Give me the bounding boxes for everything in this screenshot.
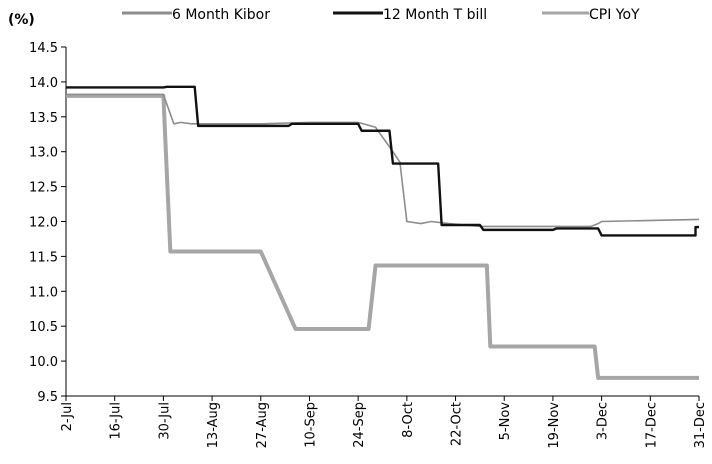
series-line-12-month-t-bill — [66, 85, 699, 237]
y-tick-label: 10.0 — [29, 355, 58, 370]
y-tick-label: 13.5 — [29, 111, 58, 126]
y-tick-label: 11.0 — [29, 285, 58, 300]
legend-label-tbill: 12 Month T bill — [383, 7, 487, 23]
x-tick-label: 3-Dec — [596, 402, 611, 440]
y-tick-label: 10.5 — [29, 320, 58, 335]
x-tick-label: 31-Dec — [693, 402, 708, 448]
y-tick-label: 13.0 — [29, 146, 58, 161]
series-layer — [66, 85, 700, 380]
x-tick-label: 19-Nov — [547, 402, 562, 449]
series-line-6-month-kibor — [66, 93, 700, 228]
y-tick-label: 12.5 — [29, 181, 58, 196]
x-axis: 2-Jul 16-Jul 30-Jul 13-Aug 27-Aug 10-Sep 24-Se… — [60, 395, 708, 449]
series-line-cpi-yoy — [66, 93, 699, 380]
legend-label-kibor: 6 Month Kibor — [172, 7, 270, 23]
x-tick-label: 22-Oct — [450, 402, 465, 446]
x-tick-label: 24-Sep — [352, 402, 367, 448]
y-tick-label: 12.0 — [29, 216, 58, 231]
x-tick-label: 16-Jul — [109, 402, 124, 440]
x-tick-label: 17-Dec — [644, 402, 659, 448]
y-tick-label: 11.5 — [29, 250, 58, 265]
legend-label-cpi: CPI YoY — [589, 7, 640, 23]
y-tick-label: 14.0 — [29, 76, 58, 91]
y-tick-label: 14.5 — [29, 41, 58, 56]
x-tick-label: 5-Nov — [498, 402, 513, 441]
y-unit-label: (%) — [8, 12, 35, 28]
x-tick-label: 27-Aug — [255, 402, 270, 448]
legend-item-tbill: 12 Month T bill — [333, 7, 487, 23]
legend-item-cpi: CPI YoY — [542, 7, 640, 23]
legend: 6 Month Kibor 12 Month T bill CPI YoY — [122, 7, 640, 23]
x-tick-label: 8-Oct — [401, 402, 416, 438]
x-tick-label: 10-Sep — [303, 402, 318, 448]
y-tick-label: 9.5 — [37, 390, 58, 405]
x-tick-label: 13-Aug — [206, 402, 221, 448]
x-tick-label: 30-Jul — [157, 402, 172, 440]
x-tick-label: 2-Jul — [60, 402, 75, 431]
y-axis: 9.5 10.0 10.5 11.0 11.5 12.0 12.5 13.0 13.5 14.0 1… — [29, 41, 67, 405]
legend-item-kibor: 6 Month Kibor — [122, 7, 270, 23]
